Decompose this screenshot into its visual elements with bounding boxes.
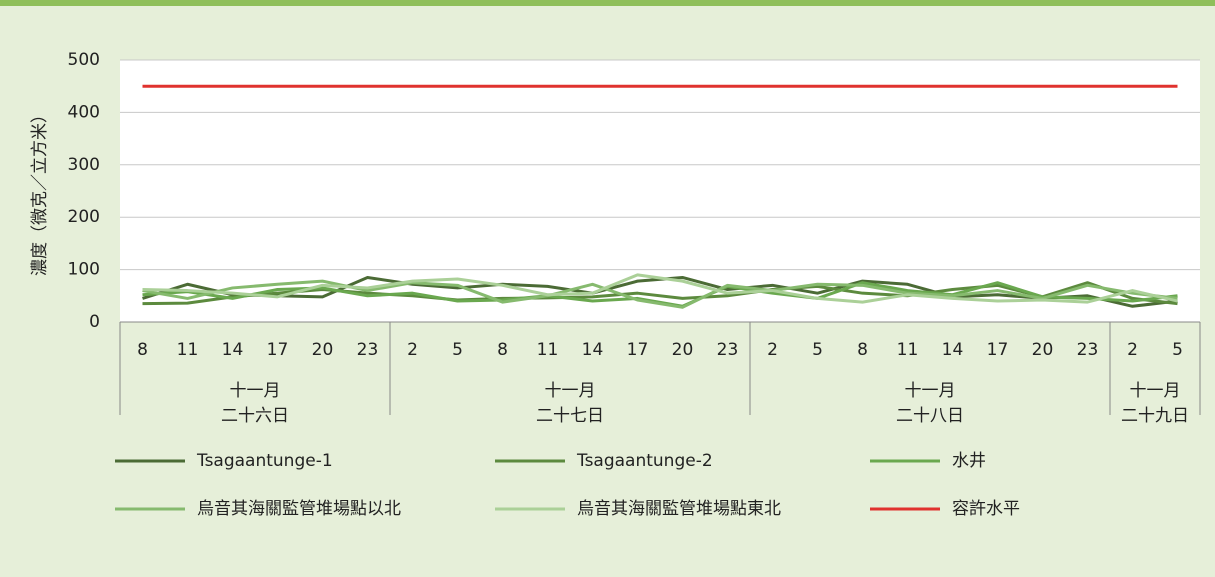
x-tick-label: 20 [1032, 340, 1054, 360]
x-tick-label: 5 [812, 340, 823, 360]
legend-label: 水井 [952, 451, 986, 471]
group-month-label: 十一月 [230, 381, 281, 401]
x-tick-label: 20 [312, 340, 334, 360]
x-tick-label: 2 [767, 340, 778, 360]
group-day-label: 二十七日 [536, 406, 604, 426]
y-tick-label: 0 [89, 312, 100, 332]
group-month-label: 十一月 [545, 381, 596, 401]
series-line [142, 273, 1178, 304]
x-tick-label: 8 [137, 340, 148, 360]
legend-label: Tsagaantunge-1 [196, 451, 333, 471]
x-tick-label: 2 [407, 340, 418, 360]
x-tick-label: 23 [717, 340, 739, 360]
top-stripe [0, 0, 1215, 6]
group-day-label: 二十六日 [221, 406, 289, 426]
group-day-label: 二十九日 [1121, 406, 1189, 426]
x-tick-label: 2 [1127, 340, 1138, 360]
x-tick-label: 14 [942, 340, 964, 360]
y-tick-label: 300 [68, 155, 100, 175]
group-month-label: 十一月 [1130, 381, 1181, 401]
x-tick-label: 11 [537, 340, 559, 360]
x-tick-label: 11 [897, 340, 919, 360]
x-tick-label: 23 [357, 340, 379, 360]
x-tick-label: 17 [267, 340, 289, 360]
y-tick-label: 500 [68, 50, 100, 70]
series-line [142, 281, 1178, 306]
legend-label: 烏音其海關監管堆場點以北 [197, 499, 401, 519]
x-tick-label: 14 [582, 340, 604, 360]
legend-label: 烏音其海關監管堆場點東北 [577, 499, 781, 519]
y-tick-label: 100 [68, 260, 100, 280]
x-tick-label: 8 [857, 340, 868, 360]
group-day-label: 二十八日 [896, 406, 964, 426]
x-tick-label: 14 [222, 340, 244, 360]
x-tick-label: 17 [627, 340, 649, 360]
x-tick-label: 5 [1172, 340, 1183, 360]
x-tick-label: 8 [497, 340, 508, 360]
group-month-label: 十一月 [905, 381, 956, 401]
x-tick-label: 11 [177, 340, 199, 360]
x-tick-label: 17 [987, 340, 1009, 360]
x-tick-label: 20 [672, 340, 694, 360]
y-axis-label: 濃度（微克／立方米） [30, 106, 50, 276]
series-line [142, 279, 1178, 309]
x-tick-label: 23 [1077, 340, 1099, 360]
legend-label: Tsagaantunge-2 [576, 451, 713, 471]
y-tick-label: 200 [68, 207, 100, 227]
y-tick-label: 400 [68, 102, 100, 122]
x-tick-label: 5 [452, 340, 463, 360]
legend-label: 容許水平 [952, 499, 1020, 519]
